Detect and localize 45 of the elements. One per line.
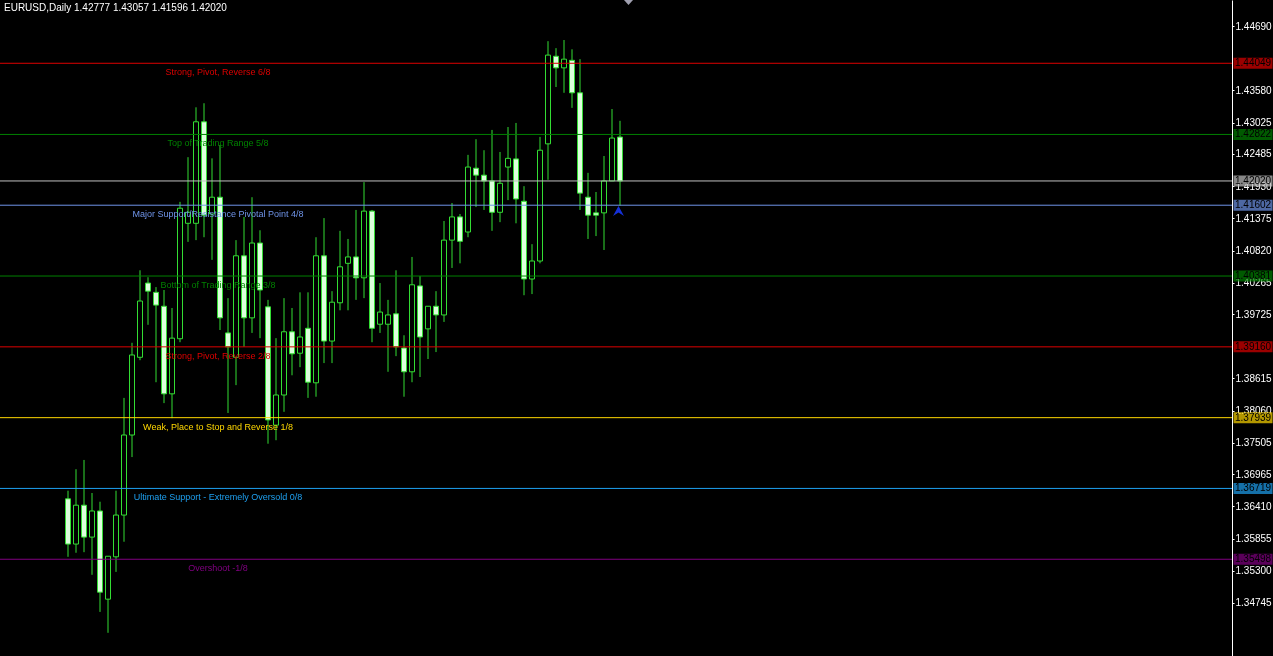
candlestick	[385, 299, 391, 373]
y-tick-label: 1.41375	[1235, 212, 1273, 224]
text: 1.41602	[1235, 199, 1272, 211]
y-tick-label: 1.42485	[1235, 148, 1273, 160]
candlestick	[505, 126, 511, 201]
ref-line-label: Weak, Place to Stop and Reverse 1/8	[143, 421, 293, 432]
candlestick	[561, 39, 567, 94]
candlestick	[585, 172, 591, 240]
text: 1.35498	[1235, 553, 1272, 565]
candlestick	[289, 307, 295, 376]
y-tick-label: 1.44690	[1235, 20, 1273, 32]
ref-line-label: Strong, Pivot, Reverse 6/8	[165, 67, 271, 78]
ref-line-label: Overshoot -1/8	[188, 563, 248, 574]
candlestick	[449, 202, 455, 269]
y-tick-label: 1.37505	[1235, 437, 1273, 449]
y-tick-label: 1.40820	[1235, 245, 1273, 257]
y-tick-label: 1.43580	[1235, 84, 1273, 96]
candlestick	[377, 282, 383, 334]
candlestick	[593, 191, 599, 237]
text: 1.44049	[1235, 57, 1272, 69]
chart-title: EURUSD,Daily 1.42777 1.43057 1.41596 1.42020	[4, 2, 228, 13]
y-tick-label: 1.34745	[1235, 597, 1273, 609]
y-tick-label: 1.38615	[1235, 372, 1273, 384]
candlestick	[529, 243, 535, 295]
y-tick-label: 1.39725	[1235, 308, 1273, 320]
text: 1.36719	[1235, 482, 1272, 494]
candlestick	[425, 305, 431, 360]
y-tick-label: 1.35855	[1235, 533, 1273, 545]
candlestick	[345, 238, 351, 311]
candlestick	[401, 334, 407, 398]
text: 1.42822	[1235, 128, 1272, 140]
candlestick	[353, 209, 359, 301]
candlestick	[297, 291, 303, 368]
candlestick	[145, 276, 151, 326]
y-tick-label: 1.40265	[1235, 277, 1273, 289]
y-tick-label: 1.43025	[1235, 117, 1273, 129]
text: 1.39160	[1235, 340, 1272, 352]
candlestick	[553, 47, 559, 88]
y-tick-label: 1.35300	[1235, 565, 1273, 577]
candlestick	[473, 138, 479, 208]
candlestick	[433, 290, 439, 353]
candlestick	[153, 286, 159, 383]
ref-line-label: Ultimate Support - Extremely Oversold 0/8	[133, 492, 303, 503]
y-tick-label: 1.36965	[1235, 468, 1273, 480]
y-tick-label: 1.36410	[1235, 500, 1273, 512]
